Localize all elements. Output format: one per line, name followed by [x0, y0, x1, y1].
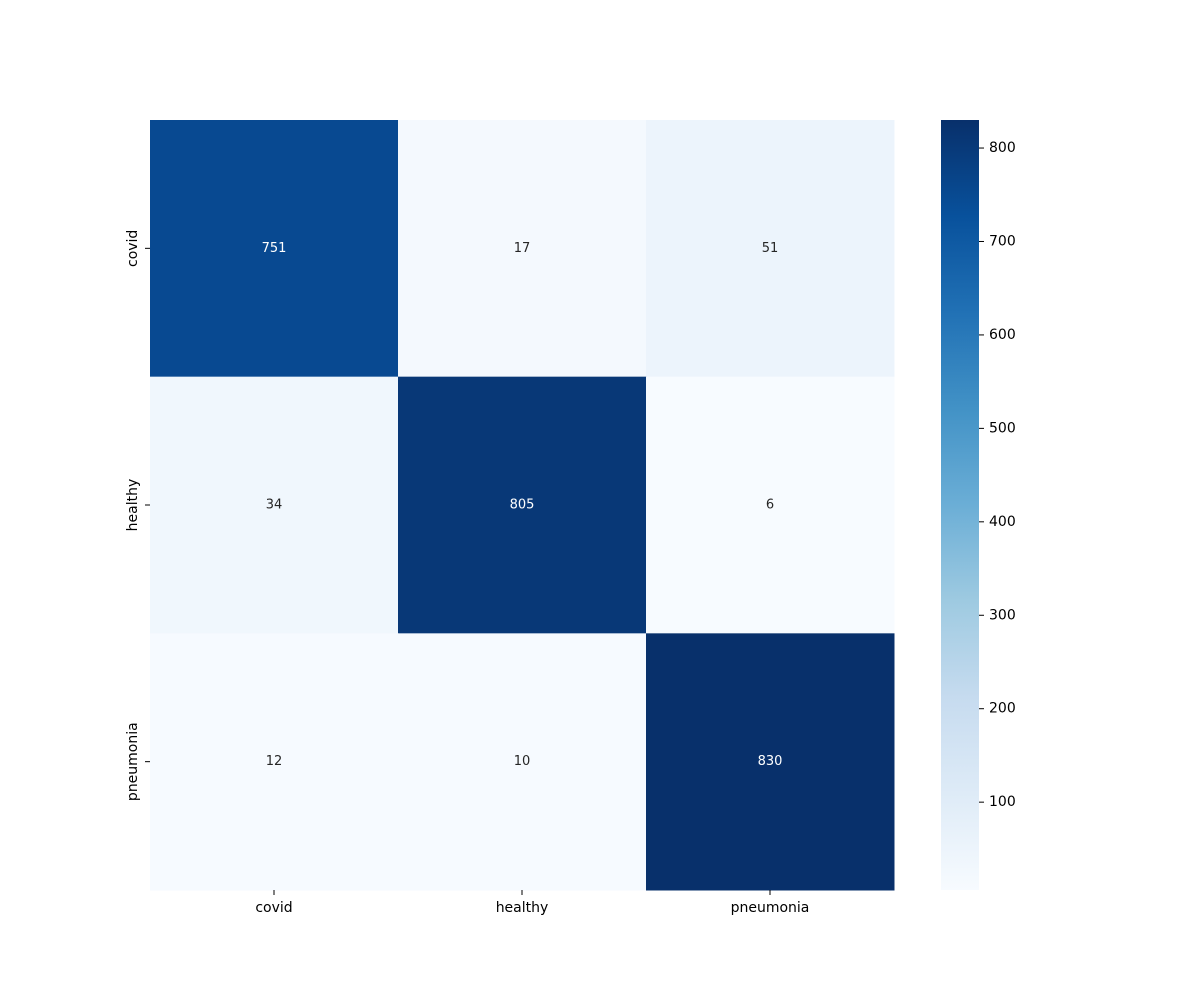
x-tick-label-healthy: healthy: [496, 900, 549, 916]
x-tick-label-covid: covid: [255, 900, 292, 916]
cell-value-label: 830: [758, 754, 783, 769]
cell-value-label: 751: [262, 241, 287, 256]
y-tick-label-healthy: healthy: [125, 479, 141, 532]
cell-value-label: 17: [514, 241, 531, 256]
colorbar: 100 200 300 400 500 600 700 800: [941, 120, 1016, 890]
colorbar-tick-label: 800: [989, 140, 1016, 156]
y-axis: covid healthy pneumonia: [125, 230, 150, 801]
heatmap-cell-covid-covid: [150, 120, 399, 378]
y-tick-label-covid: covid: [125, 230, 141, 267]
colorbar-tick-label: 700: [989, 233, 1016, 249]
colorbar-tick-label: 300: [989, 607, 1016, 623]
colorbar-gradient: [941, 120, 979, 890]
heatmap-cells: [150, 120, 895, 891]
colorbar-tick-label: 600: [989, 327, 1016, 343]
x-tick-label-pneumonia: pneumonia: [731, 900, 810, 916]
heatmap-cell-healthy-covid: [150, 376, 399, 634]
cell-value-label: 34: [266, 498, 283, 513]
cell-value-label: 10: [514, 754, 531, 769]
y-tick-label-pneumonia: pneumonia: [125, 722, 141, 801]
cell-value-label: 6: [766, 498, 774, 513]
x-axis: covid healthy pneumonia: [255, 890, 809, 916]
heatmap-cell-healthy-pneumonia: [646, 376, 895, 634]
heatmap-cell-healthy-healthy: [398, 376, 647, 634]
heatmap-cell-pneumonia-covid: [150, 633, 399, 891]
heatmap-cell-pneumonia-pneumonia: [646, 633, 895, 891]
heatmap-cell-pneumonia-healthy: [398, 633, 647, 891]
colorbar-tick-label: 200: [989, 701, 1016, 717]
colorbar-tick-label: 500: [989, 420, 1016, 436]
cell-value-label: 805: [510, 498, 535, 513]
heatmap-cell-covid-pneumonia: [646, 120, 895, 378]
heatmap-cell-covid-healthy: [398, 120, 647, 378]
cell-value-label: 51: [762, 241, 779, 256]
colorbar-tick-label: 400: [989, 514, 1016, 530]
cell-value-labels: 751 17 51 34 805 6 12 10 830: [262, 241, 783, 769]
cell-value-label: 12: [266, 754, 283, 769]
colorbar-tick-label: 100: [989, 794, 1016, 810]
